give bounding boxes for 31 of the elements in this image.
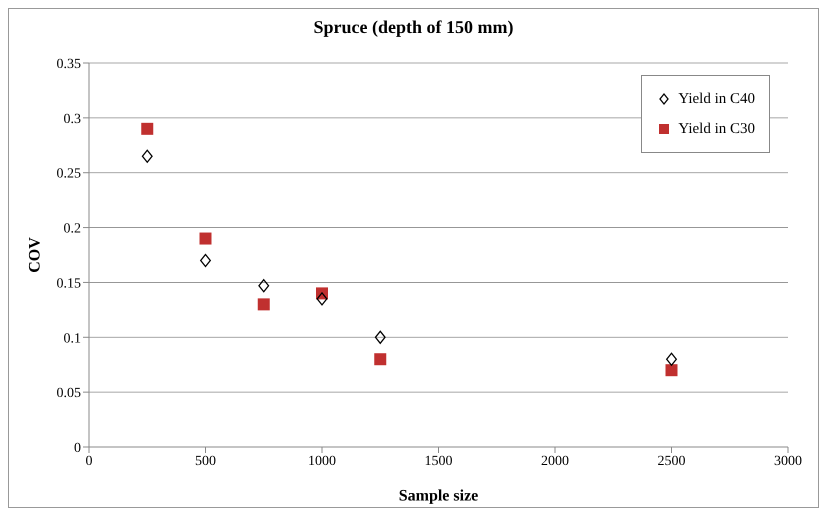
x-axis-title: Sample size xyxy=(398,487,478,504)
point xyxy=(258,279,270,292)
chart-title: Spruce (depth of 150 mm) xyxy=(312,17,514,39)
y-tick-label: 0.2 xyxy=(64,222,81,237)
point xyxy=(141,122,154,135)
point xyxy=(200,232,212,245)
y-tick-label: 0.35 xyxy=(56,56,81,72)
point xyxy=(200,254,211,268)
y-axis-title: COV xyxy=(26,236,44,273)
y-tick-label: 0.3 xyxy=(64,112,81,127)
point xyxy=(142,150,153,163)
x-tick-label: 500 xyxy=(195,454,216,469)
y-tick-label: 0.15 xyxy=(56,276,81,292)
x-tick-label: 1000 xyxy=(308,454,336,469)
point xyxy=(666,352,677,366)
legend-label: Yield in C30 xyxy=(678,120,755,138)
y-tick-label: 0.25 xyxy=(56,166,81,182)
x-tick-label: 3000 xyxy=(774,454,802,469)
point xyxy=(316,292,328,306)
point xyxy=(374,330,386,344)
x-tick-label: 0 xyxy=(86,454,92,469)
point xyxy=(374,353,386,366)
point xyxy=(258,298,270,310)
x-tick-label: 1500 xyxy=(424,454,452,469)
legend-label: Yield in C40 xyxy=(678,90,755,108)
y-tick-label: 0.05 xyxy=(56,386,81,402)
y-tick-label: 0 xyxy=(74,440,81,456)
y-tick-label: 0.1 xyxy=(64,331,81,346)
x-tick-label: 2500 xyxy=(658,454,686,469)
x-tick-label: 2000 xyxy=(541,454,569,469)
point xyxy=(666,364,678,376)
